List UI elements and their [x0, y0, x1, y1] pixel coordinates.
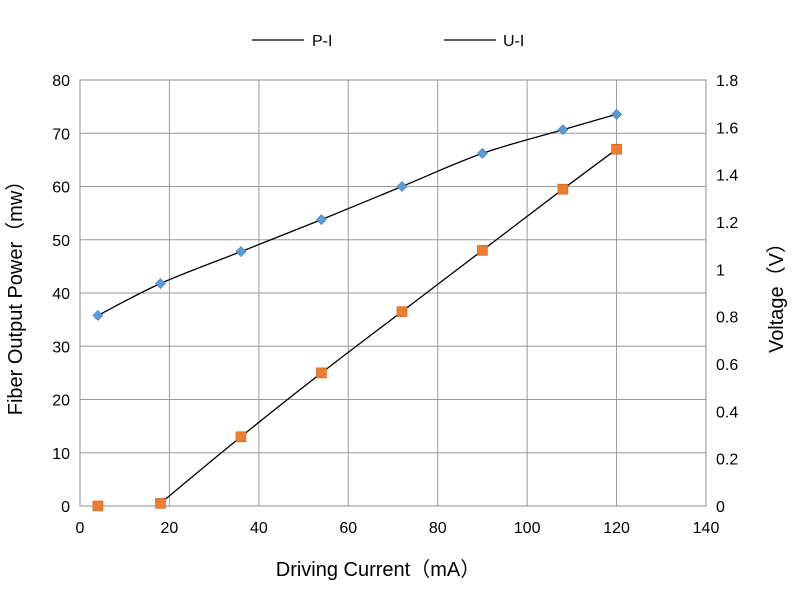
x-tick-label: 40	[250, 520, 268, 537]
x-tick-label: 120	[603, 520, 630, 537]
series-markers	[92, 108, 622, 512]
y2-tick-label: 0.4	[716, 404, 738, 421]
data-point-u-i	[92, 310, 104, 321]
y2-axis-title: Voltage（V）	[765, 233, 788, 353]
x-tick-label: 80	[429, 520, 447, 537]
data-point-p-i	[155, 498, 166, 509]
y-tick-label: 50	[52, 233, 70, 250]
series-curve-p-i	[160, 148, 617, 504]
y-tick-label: 60	[52, 180, 70, 197]
y2-tick-label: 1	[716, 262, 725, 279]
y2-tick-label: 1.8	[716, 73, 738, 90]
y2-tick-label: 1.4	[716, 168, 738, 185]
legend-label-u-i: U-I	[503, 33, 524, 50]
x-axis-ticks: 0 20 40 60 80 100 120 140	[76, 520, 720, 537]
y2-axis-ticks: 0 0.2 0.4 0.6 0.8 1 1.2 1.4 1.6 1.8	[716, 73, 738, 516]
plot-frame	[79, 79, 707, 507]
y-tick-label: 10	[52, 446, 70, 463]
y2-tick-label: 0.8	[716, 310, 738, 327]
y2-tick-label: 0.6	[716, 357, 738, 374]
y-tick-label: 70	[52, 126, 70, 143]
y-axis-ticks: 0 10 20 30 40 50 60 70 80	[52, 73, 70, 516]
data-point-u-i	[557, 124, 569, 136]
legend: P-I U-I	[252, 33, 524, 50]
data-point-p-i	[235, 431, 247, 443]
y-tick-label: 30	[52, 339, 70, 356]
x-tick-label: 0	[76, 520, 85, 537]
data-point-p-i	[611, 143, 622, 155]
data-point-u-i	[396, 181, 408, 192]
x-axis-title: Driving Current（mA）	[276, 558, 480, 581]
x-tick-label: 140	[693, 520, 720, 537]
data-point-p-i	[396, 306, 408, 317]
data-point-u-i	[611, 108, 622, 120]
x-tick-label: 100	[514, 520, 541, 537]
x-tick-label: 60	[339, 520, 357, 537]
y-tick-label: 0	[61, 499, 70, 516]
y2-tick-label: 0	[716, 499, 725, 516]
series-curves	[97, 113, 617, 504]
y-tick-label: 80	[52, 73, 70, 90]
y2-tick-label: 1.6	[716, 120, 738, 137]
data-point-p-i	[316, 367, 327, 379]
y2-tick-label: 1.2	[716, 215, 738, 232]
series-curve-u-i	[97, 113, 617, 317]
y-axis-title: Fiber Output Power（mw）	[4, 171, 27, 416]
data-point-u-i	[155, 278, 166, 289]
y-tick-label: 20	[52, 393, 70, 410]
grid	[80, 80, 706, 506]
data-point-p-i	[557, 183, 569, 195]
y-tick-label: 40	[52, 286, 70, 303]
data-point-u-i	[316, 214, 327, 226]
data-point-p-i	[477, 245, 488, 256]
data-point-u-i	[477, 147, 488, 159]
data-point-p-i	[92, 500, 104, 512]
legend-label-p-i: P-I	[312, 33, 332, 50]
data-point-u-i	[235, 246, 247, 258]
y2-tick-label: 0.2	[716, 452, 738, 469]
x-tick-label: 20	[161, 520, 179, 537]
